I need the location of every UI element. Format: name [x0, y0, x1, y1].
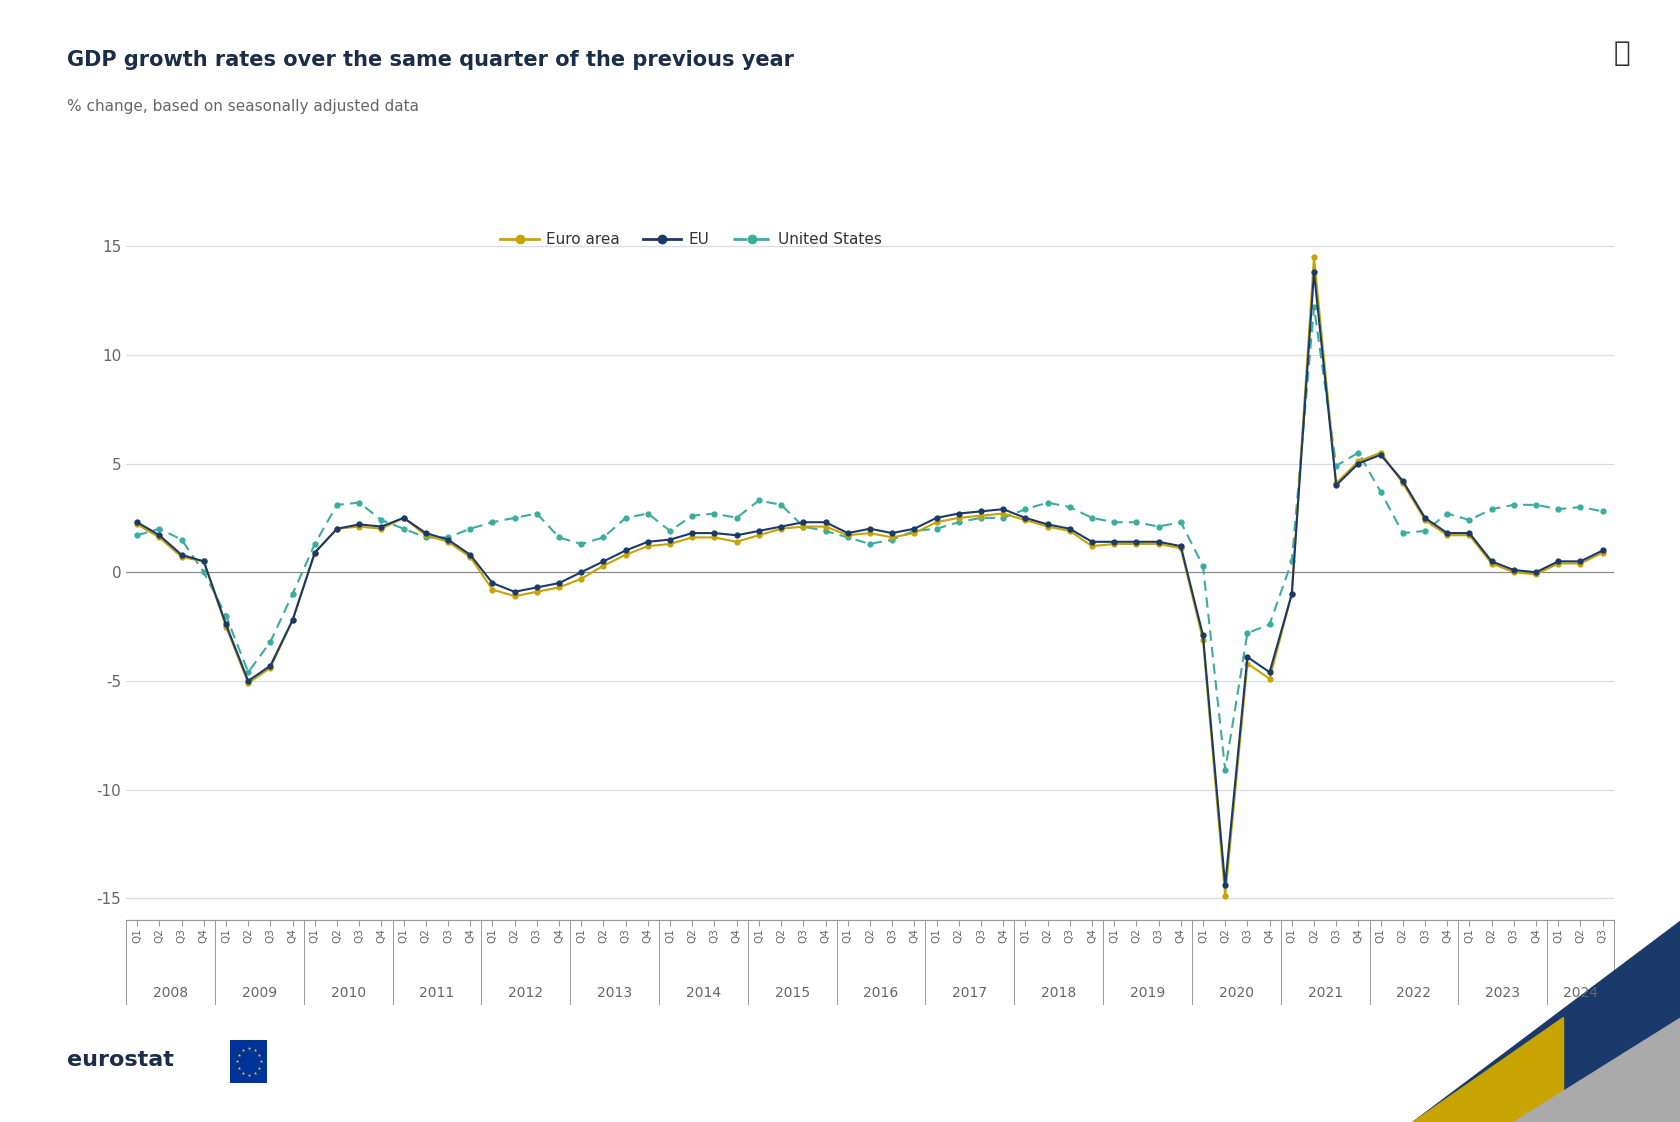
Text: 2012: 2012: [507, 986, 543, 1000]
Text: 2010: 2010: [331, 986, 366, 1000]
Text: 2009: 2009: [242, 986, 277, 1000]
Legend: Euro area, EU, United States: Euro area, EU, United States: [501, 232, 882, 247]
Text: 2021: 2021: [1307, 986, 1342, 1000]
Text: 2011: 2011: [418, 986, 454, 1000]
Text: 2008: 2008: [153, 986, 188, 1000]
Polygon shape: [1512, 1017, 1680, 1122]
Polygon shape: [1411, 920, 1680, 1122]
Text: 2018: 2018: [1040, 986, 1075, 1000]
Text: 2024: 2024: [1562, 986, 1598, 1000]
Text: 2013: 2013: [596, 986, 632, 1000]
Text: 2022: 2022: [1396, 986, 1431, 1000]
Text: 2017: 2017: [951, 986, 986, 1000]
Text: 2023: 2023: [1485, 986, 1519, 1000]
Text: 2015: 2015: [774, 986, 810, 1000]
Text: % change, based on seasonally adjusted data: % change, based on seasonally adjusted d…: [67, 99, 418, 113]
Polygon shape: [1411, 1017, 1562, 1122]
Text: 2020: 2020: [1218, 986, 1253, 1000]
Text: ⮡: ⮡: [1613, 39, 1630, 67]
Text: eurostat: eurostat: [67, 1050, 175, 1070]
Text: 2016: 2016: [864, 986, 899, 1000]
Text: 2014: 2014: [685, 986, 721, 1000]
Text: GDP growth rates over the same quarter of the previous year: GDP growth rates over the same quarter o…: [67, 50, 793, 71]
Text: 2019: 2019: [1129, 986, 1164, 1000]
